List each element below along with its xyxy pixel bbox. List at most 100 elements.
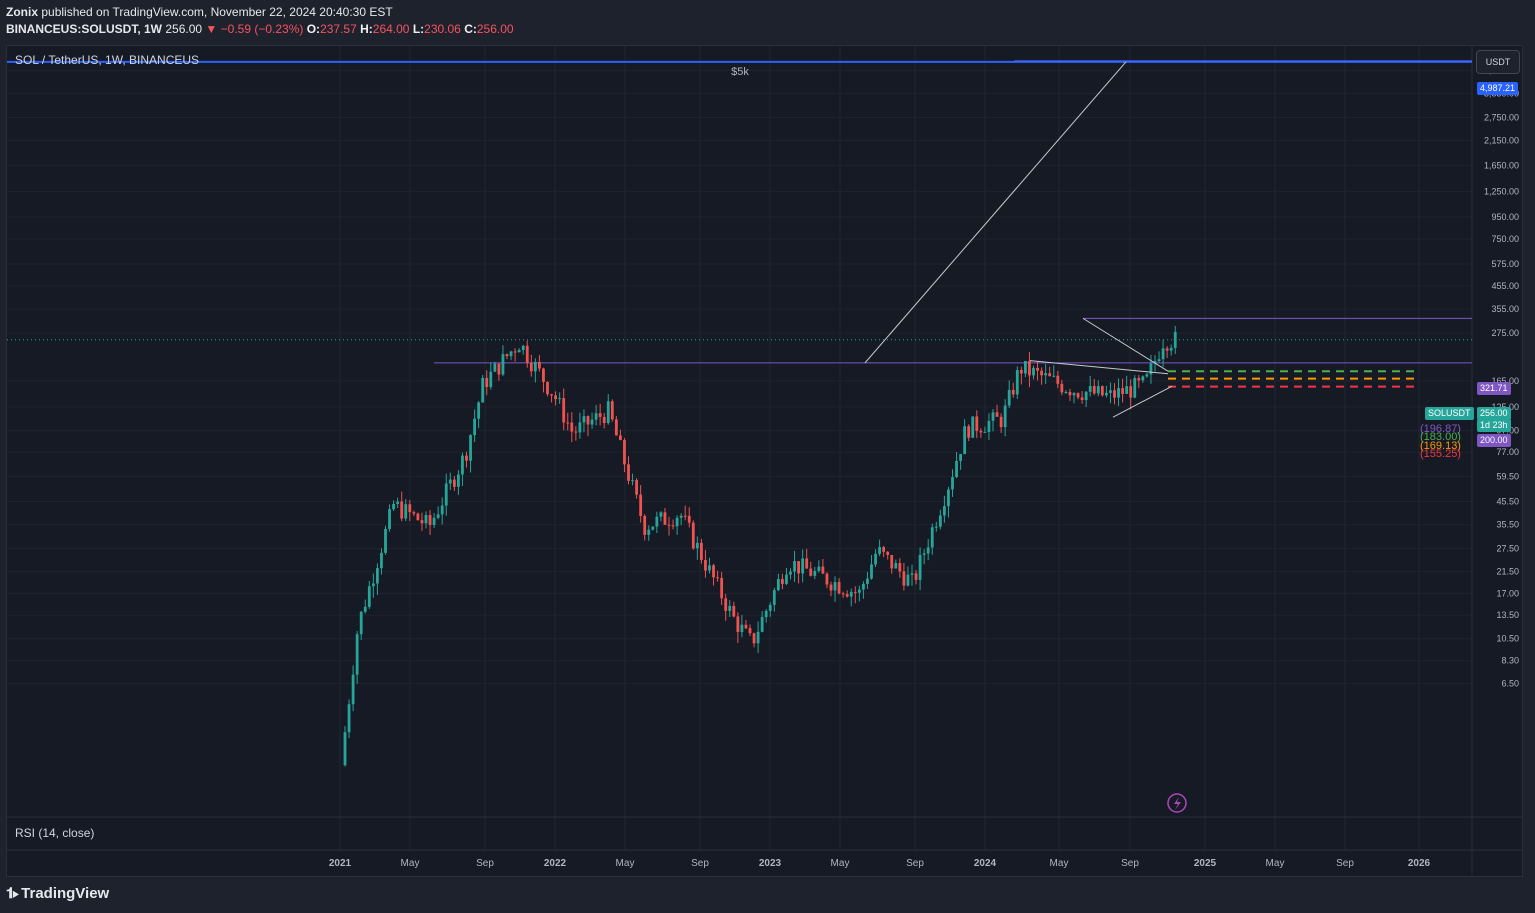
price-tick-label: 17.00 — [1496, 589, 1519, 599]
candle-body — [635, 480, 638, 495]
candle-body — [606, 401, 610, 424]
candle-body — [554, 395, 557, 400]
candle-body — [999, 416, 1003, 428]
price-tick-label: 13.50 — [1496, 610, 1519, 620]
candle-body — [1048, 373, 1052, 377]
price-tick-label: 1,250.00 — [1484, 186, 1519, 196]
price-tick-label: 45.50 — [1496, 496, 1519, 506]
price-tick-label: 21.50 — [1496, 567, 1519, 577]
publisher-name[interactable]: Zonix — [6, 5, 38, 19]
candle-body — [797, 561, 800, 574]
candle-body — [550, 394, 553, 396]
candle-body — [760, 617, 764, 632]
candle-body — [1032, 367, 1035, 376]
candle-body — [833, 582, 837, 591]
candle-body — [776, 579, 780, 591]
candle-body — [926, 547, 930, 554]
level-label-2: (183.00) — [1420, 431, 1461, 443]
time-tick-label: Sep — [691, 858, 709, 869]
symbol-line: BINANCEUS:SOLUSDT, 1W — [6, 22, 163, 36]
candle-body — [355, 634, 359, 675]
candle-body — [631, 480, 634, 482]
candle-body — [910, 573, 914, 575]
candle-body — [594, 413, 598, 420]
candle-body — [975, 416, 979, 431]
time-tick-label: May — [1266, 858, 1285, 869]
candle-body — [1019, 370, 1023, 374]
candle-body — [862, 583, 865, 590]
candle-body — [562, 398, 566, 423]
price-tick-label: 950.00 — [1491, 212, 1519, 222]
chart-frame[interactable] — [6, 45, 1523, 877]
open-value: 237.57 — [320, 22, 357, 36]
candle-body — [351, 674, 355, 705]
candle-body — [1161, 348, 1165, 360]
candle-body — [1080, 397, 1084, 401]
candle-body — [700, 542, 703, 560]
candle-body — [469, 435, 472, 461]
currency-button[interactable]: USDT — [1476, 50, 1520, 74]
candle-body — [902, 571, 906, 586]
projection-line — [864, 61, 1127, 364]
candle-body — [748, 628, 752, 634]
candle-body — [359, 611, 363, 635]
time-tick-label: 2024 — [974, 858, 997, 869]
candle-body — [663, 512, 667, 525]
candle-body — [813, 570, 817, 576]
candle-body — [1109, 390, 1112, 393]
candle-body — [894, 563, 898, 569]
candle-body — [505, 354, 509, 357]
candle-body — [756, 631, 760, 644]
price-change: −0.59 (−0.23%) — [220, 22, 304, 36]
candle-body — [1165, 348, 1169, 351]
candle-body — [651, 526, 655, 530]
time-tick-label: 2025 — [1194, 858, 1217, 869]
candle-body — [659, 512, 663, 517]
candle-body — [614, 419, 618, 436]
candle-body — [934, 526, 938, 528]
candle-body — [793, 561, 796, 572]
candle-body — [809, 568, 813, 576]
price-tick-label: 165.00 — [1491, 376, 1519, 386]
time-tick-label: May — [616, 858, 635, 869]
rsi-indicator-label[interactable]: RSI (14, close) — [15, 826, 95, 840]
price-tick-label: 8.30 — [1501, 656, 1519, 666]
candle-body — [724, 598, 728, 611]
candle-body — [736, 616, 740, 632]
candle-body — [805, 558, 809, 569]
candle-body — [1121, 388, 1124, 394]
candle-body — [789, 571, 792, 575]
candle-body — [1015, 370, 1019, 395]
candle-body — [1060, 383, 1064, 393]
candle-body — [1064, 391, 1068, 393]
candle-body — [371, 583, 375, 587]
low-label: L: — [412, 22, 425, 36]
candle-body — [1137, 378, 1141, 381]
candle-body — [740, 624, 744, 632]
candle-body — [586, 416, 590, 425]
candle-body — [1149, 363, 1153, 375]
triangle-upper — [1029, 360, 1169, 375]
lightning-bolt-icon — [1174, 797, 1181, 810]
tradingview-logo[interactable]: 𝟏▸ TradingView — [6, 885, 109, 902]
candle-body — [744, 624, 748, 629]
level-label-1: (196.87) — [1420, 423, 1461, 435]
arrow-line — [1082, 317, 1169, 372]
time-tick-label: Sep — [906, 858, 924, 869]
candle-body — [955, 461, 958, 478]
candle-body — [481, 377, 485, 403]
candle-body — [513, 351, 517, 353]
candle-body — [1117, 388, 1120, 398]
price-tick-label: 6.50 — [1501, 679, 1519, 689]
tradingview-brand: TradingView — [21, 885, 110, 902]
candle-body — [1072, 393, 1076, 396]
candle-body — [995, 412, 999, 417]
candle-body — [1011, 389, 1015, 395]
candle-body — [412, 512, 416, 514]
chart-legend-title[interactable]: SOL / TetherUS, 1W, BINANCEUS — [15, 53, 200, 67]
symbol-tag: SOLUSDT — [1425, 407, 1474, 420]
level-label-5k: $5k — [731, 66, 749, 78]
candle-body — [1068, 391, 1072, 396]
level-label-4: (155.25) — [1420, 448, 1461, 460]
